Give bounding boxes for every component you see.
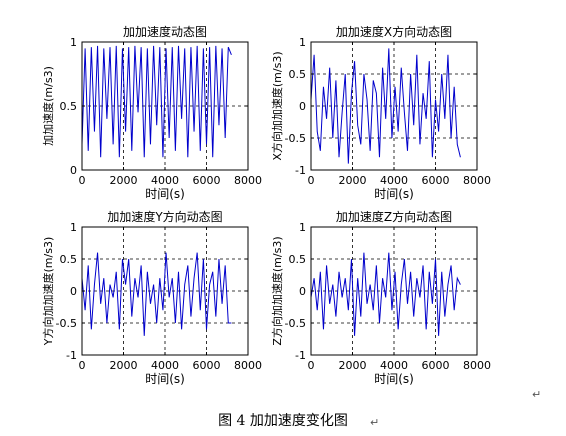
y-tick-label: -0.5 [285, 317, 306, 330]
y-tick-label: 0.5 [289, 68, 307, 81]
y-tick-label: 0.5 [289, 253, 307, 266]
x-tick-label: 4000 [151, 359, 179, 372]
x-tick-label: 0 [308, 359, 315, 372]
chart-title: 加加速度X方向动态图 [336, 24, 452, 39]
x-tick-label: 8000 [234, 174, 262, 187]
y-tick-label: -0.5 [285, 132, 306, 145]
y-tick-label: -1 [66, 349, 77, 362]
y-tick-label: 0.5 [60, 253, 78, 266]
x-tick-label: 4000 [380, 174, 408, 187]
x-tick-label: 4000 [380, 359, 408, 372]
x-tick-label: 6000 [193, 359, 221, 372]
x-tick-label: 6000 [422, 174, 450, 187]
x-tick-label: 2000 [339, 359, 367, 372]
y-tick-label: -0.5 [56, 317, 77, 330]
y-tick-label: 0.5 [60, 100, 78, 113]
chart-panel-3: 0 2000 4000 6000 8000 -1 -0.5 0 0.5 1 加加速度Y方向动态图时间… [41, 209, 262, 386]
x-tick-label: 8000 [234, 359, 262, 372]
chart-panel-2: 0 2000 4000 6000 8000 -1 -0.5 0 0.5 1 加加速度X方向动态图时间… [270, 24, 491, 201]
chart-panel-4: 0 2000 4000 6000 8000 -1 -0.5 0 0.5 1 加加速度Z方向动态图时间… [270, 209, 491, 386]
y-tick-label: 1 [70, 36, 77, 49]
y-axis-label: Z方向加加速度(m/s3) [270, 236, 284, 345]
y-axis-label: 加加速度(m/s3) [41, 66, 55, 146]
y-tick-label: -1 [295, 164, 306, 177]
y-tick-label: 1 [70, 221, 77, 234]
chart-title: 加加速度Z方向动态图 [336, 209, 452, 224]
chart-title: 加加速度Y方向动态图 [107, 209, 222, 224]
x-tick-label: 2000 [110, 359, 138, 372]
y-tick-label: -1 [295, 349, 306, 362]
figure-4-panels: 0 2000 4000 6000 800000.51加加速度动态图时间(s)加加速度(m… [41, 24, 491, 386]
x-axis-label: 时间(s) [374, 187, 414, 201]
y-tick-label: 0 [299, 285, 306, 298]
y-tick-label: 0 [299, 100, 306, 113]
x-axis-label: 时间(s) [374, 372, 414, 386]
y-tick-label: 1 [299, 221, 306, 234]
paragraph-mark: ↵ [532, 388, 542, 401]
x-tick-label: 0 [79, 359, 86, 372]
x-tick-label: 0 [79, 174, 86, 187]
series-line [81, 252, 232, 336]
y-axis-label: Y方向加加速度(m/s3) [41, 237, 55, 346]
y-tick-label: 0 [70, 285, 77, 298]
y-tick-label: 0 [70, 164, 77, 177]
y-axis-label: X方向加加速度(m/s3) [270, 51, 284, 160]
caption-paragraph-mark: ↵ [370, 416, 380, 429]
series-line [310, 252, 461, 336]
x-tick-label: 2000 [110, 174, 138, 187]
series-line [310, 48, 461, 164]
chart-title: 加加速度动态图 [123, 24, 207, 39]
series-line [81, 45, 232, 158]
x-axis-label: 时间(s) [145, 187, 185, 201]
x-tick-label: 4000 [151, 174, 179, 187]
x-tick-label: 6000 [193, 174, 221, 187]
figure-caption: 图 4 加加速度变化图 [218, 413, 348, 429]
x-axis-label: 时间(s) [145, 372, 185, 386]
x-tick-label: 8000 [463, 174, 491, 187]
x-tick-label: 2000 [339, 174, 367, 187]
x-tick-label: 6000 [422, 359, 450, 372]
x-tick-label: 8000 [463, 359, 491, 372]
y-tick-label: 1 [299, 36, 306, 49]
x-tick-label: 0 [308, 174, 315, 187]
